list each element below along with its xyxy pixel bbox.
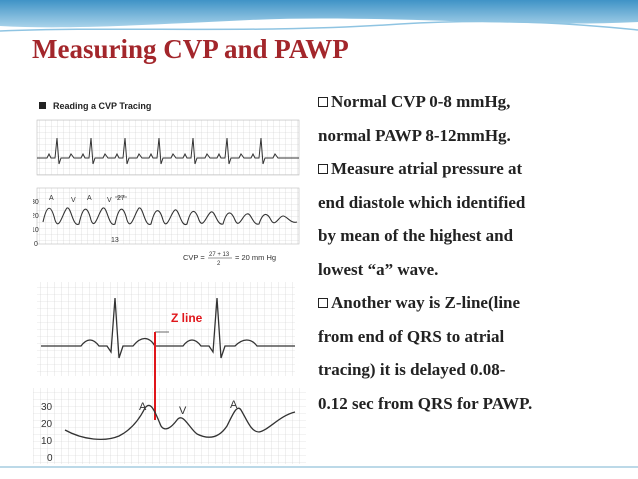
pressure-grid	[36, 187, 300, 245]
wave-label: V	[179, 405, 187, 417]
wave-label: V	[71, 197, 76, 204]
heading-square-icon	[39, 102, 46, 109]
checkbox-bullet-icon	[318, 298, 328, 308]
formula-denominator: 2	[217, 261, 221, 267]
formula-lhs: CVP =	[183, 253, 205, 262]
pawp-pressure-trace	[64, 404, 296, 441]
bullet-line: end diastole which identified	[318, 192, 526, 212]
ecg-grid	[36, 119, 300, 176]
pressure-scale: 30 20 10 0	[33, 199, 39, 248]
bullet-line: Another way is Z-line(line	[318, 286, 628, 320]
wave-labels: A V A	[139, 399, 238, 417]
bottom-divider	[0, 466, 638, 468]
formula-rhs: = 20 mm Hg	[235, 253, 276, 262]
formula-numerator: 27 + 13	[209, 252, 230, 258]
scale-tick: 0	[34, 241, 38, 248]
scale-tick: 10	[33, 227, 39, 234]
wave-labels: A V A V 27 13	[49, 195, 125, 244]
bullet-line: Measure atrial pressure at	[318, 152, 628, 186]
top-decorative-band	[0, 0, 638, 32]
slide-title: Measuring CVP and PAWP	[32, 34, 349, 64]
bullet-list: Normal CVP 0-8 mmHg, normal PAWP 8-12mmH…	[318, 85, 628, 420]
wave-label: A	[49, 195, 54, 202]
bullet-line: 0.12 sec from QRS for PAWP.	[318, 393, 533, 413]
bullet-line: from end of QRS to atrial	[318, 326, 505, 346]
pressure-grid	[33, 388, 306, 464]
cvp-formula: CVP = 27 + 13 2 = 20 mm Hg	[183, 252, 276, 267]
wave-label: A	[139, 401, 147, 413]
pressure-scale: 30 20 10 0	[41, 402, 53, 464]
wave-label: V	[107, 197, 112, 204]
bullet-line: normal PAWP 8-12mmHg.	[318, 125, 511, 145]
checkbox-bullet-icon	[318, 97, 328, 107]
bullet-line: Normal CVP 0-8 mmHg,	[318, 85, 628, 119]
scale-tick: 0	[47, 453, 53, 464]
scale-tick: 30	[41, 402, 53, 413]
bullet-line: lowest “a” wave.	[318, 259, 439, 279]
checkbox-bullet-icon	[318, 164, 328, 174]
scale-tick: 30	[33, 199, 39, 206]
bullet-atrial-pressure: Measure atrial pressure at end diastole …	[318, 152, 628, 286]
cvp-tracing-figure: Reading a CVP Tracing 30 20 10 0 A V A V…	[33, 96, 306, 268]
bullet-line: tracing) it is delayed 0.08-	[318, 360, 506, 379]
bullet-line: by mean of the highest and	[318, 226, 514, 245]
scale-tick: 10	[41, 436, 53, 447]
figure-heading: Reading a CVP Tracing	[53, 101, 151, 111]
scale-tick: 20	[41, 419, 53, 430]
wave-label: A	[87, 195, 92, 202]
zline-label: Z line	[171, 311, 203, 325]
trough-value-label: 13	[111, 237, 119, 244]
scale-tick: 20	[33, 213, 39, 220]
ecg-grid	[37, 282, 295, 376]
peak-value-label: 27	[117, 195, 125, 202]
ecg-trace	[37, 137, 299, 165]
bullet-normal-values: Normal CVP 0-8 mmHg, normal PAWP 8-12mmH…	[318, 85, 628, 152]
ecg-trace	[41, 297, 295, 359]
cvp-pressure-trace	[42, 207, 298, 226]
wave-label: A	[230, 399, 238, 411]
zline-figure: Z line 30 20 10 0 A V A	[33, 280, 306, 464]
bullet-zline: Another way is Z-line(line from end of Q…	[318, 286, 628, 420]
